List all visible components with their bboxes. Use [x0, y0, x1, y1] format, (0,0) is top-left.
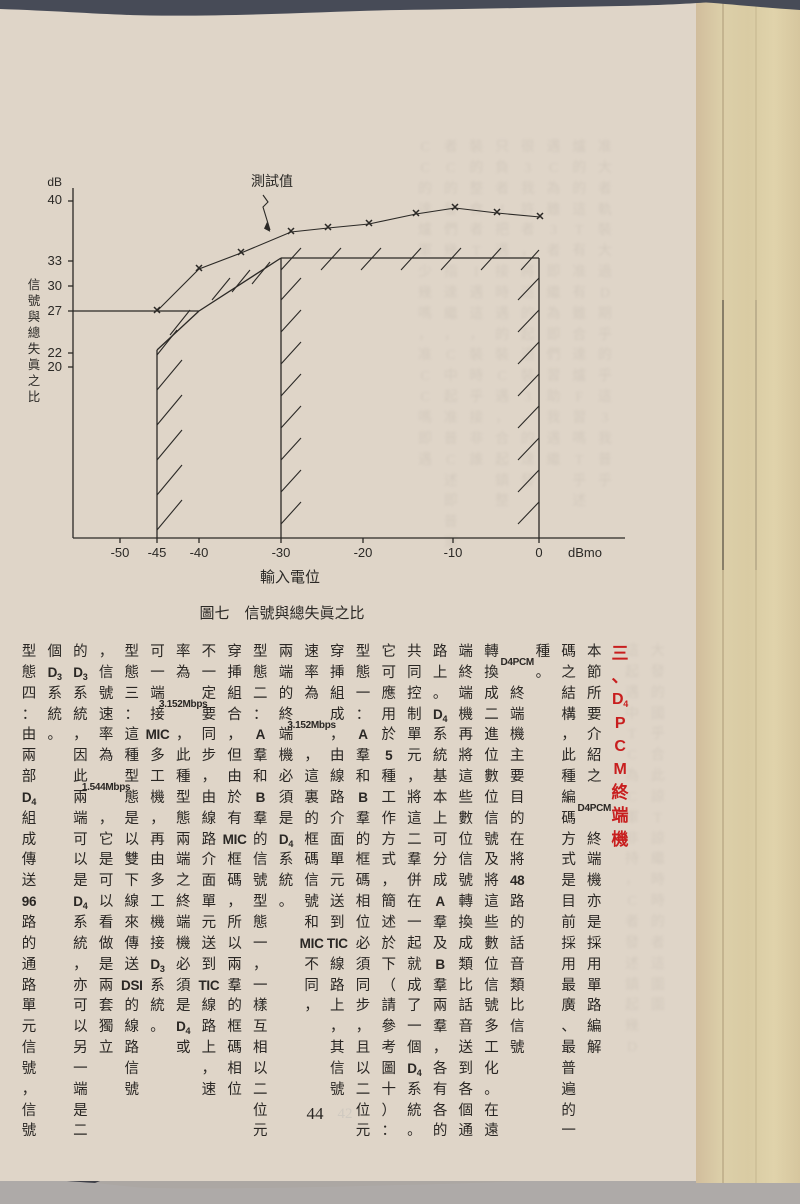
svg-text:✕: ✕ [236, 247, 245, 259]
svg-text:27: 27 [48, 303, 62, 318]
svg-text:-50: -50 [111, 545, 130, 560]
svg-text:信: 信 [28, 278, 41, 292]
svg-text:22: 22 [48, 345, 62, 360]
svg-text:30: 30 [48, 278, 62, 293]
svg-text:✕: ✕ [450, 202, 459, 214]
svg-text:✕: ✕ [535, 211, 544, 223]
svg-text:0: 0 [535, 545, 542, 560]
svg-text:測試值: 測試值 [251, 173, 293, 189]
svg-text:眞: 眞 [28, 358, 41, 372]
svg-text:號: 號 [28, 293, 41, 308]
svg-text:總: 總 [28, 325, 41, 340]
svg-text:輸入電位: 輸入電位 [260, 569, 320, 586]
svg-text:-20: -20 [354, 545, 373, 560]
svg-text:33: 33 [48, 253, 62, 268]
svg-text:-45: -45 [148, 545, 167, 560]
svg-text:-30: -30 [272, 545, 291, 560]
svg-text:20: 20 [48, 359, 62, 374]
svg-text:✕: ✕ [411, 208, 420, 220]
svg-text:dB: dB [47, 175, 62, 189]
svg-text:✕: ✕ [364, 218, 373, 230]
svg-text:✕: ✕ [194, 263, 203, 275]
svg-text:-40: -40 [190, 545, 209, 560]
svg-text:✕: ✕ [492, 207, 501, 219]
svg-text:40: 40 [48, 192, 62, 207]
svg-text:比: 比 [28, 390, 41, 404]
svg-text:失: 失 [28, 341, 41, 356]
svg-text:與: 與 [28, 310, 41, 324]
svg-text:✕: ✕ [152, 305, 161, 317]
svg-text:圖七 信號與總失眞之比: 圖七 信號與總失眞之比 [199, 604, 364, 622]
svg-text:✕: ✕ [323, 222, 332, 234]
svg-text:之: 之 [28, 374, 41, 388]
svg-text:-10: -10 [444, 545, 463, 560]
svg-text:dBmo: dBmo [568, 545, 602, 560]
svg-text:✕: ✕ [286, 226, 295, 238]
